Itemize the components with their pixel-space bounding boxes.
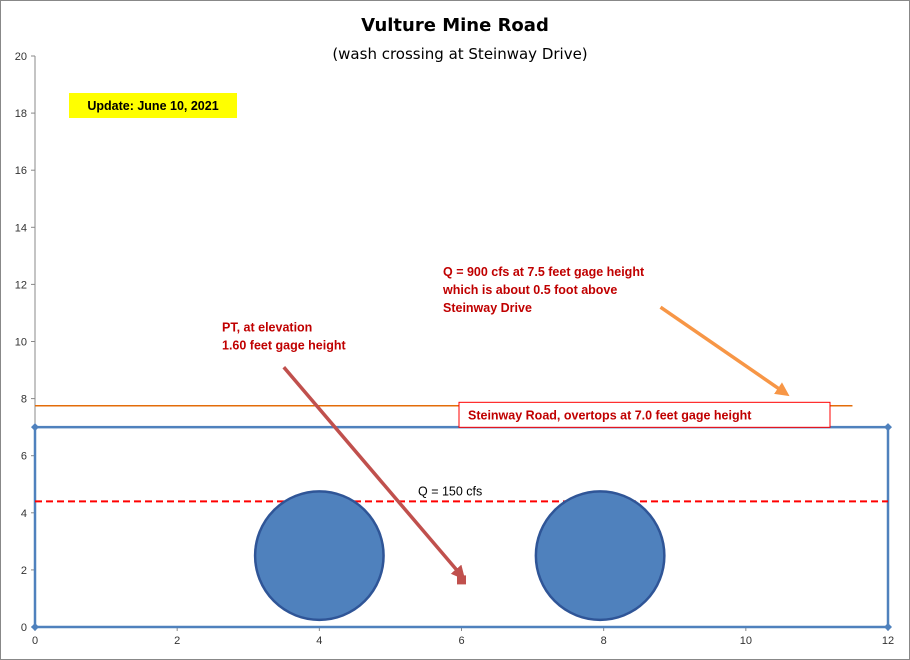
y-tick-label: 2 <box>21 565 27 577</box>
steinway-label: Steinway Road, overtops at 7.0 feet gage… <box>468 408 752 422</box>
y-tick-label: 10 <box>15 337 27 349</box>
y-tick-label: 14 <box>15 222 27 234</box>
x-tick-label: 10 <box>740 635 752 647</box>
road-corner-point <box>884 423 892 432</box>
culvert-circle <box>253 490 385 622</box>
y-tick-label: 12 <box>15 279 27 291</box>
chart-annotations: PT, at elevation 1.60 feet gage height Q =… <box>222 265 831 499</box>
steinway-box <box>458 401 831 428</box>
road-corner-point <box>31 423 39 432</box>
x-tick-label: 6 <box>458 635 464 647</box>
chart-marks <box>31 305 892 631</box>
q900-annotation-line: which is about 0.5 foot above <box>442 283 617 297</box>
x-tick-label: 0 <box>32 635 38 647</box>
q900-annotation-line: Q = 900 cfs at 7.5 feet gage height <box>443 265 645 279</box>
annotation-arrow <box>282 366 466 580</box>
y-tick-label: 8 <box>21 394 27 406</box>
road-corner-point <box>884 623 892 631</box>
pt-annotation-line: PT, at elevation <box>222 321 312 335</box>
update-label: Update: June 10, 2021 <box>87 99 218 113</box>
y-tick-label: 0 <box>21 622 27 634</box>
update-badge <box>69 93 237 118</box>
x-tick-label: 12 <box>882 635 894 647</box>
y-tick-label: 20 <box>15 51 27 63</box>
chart-subtitle: (wash crossing at Steinway Drive) <box>332 45 587 63</box>
x-tick-label: 2 <box>174 635 180 647</box>
culvert-circle <box>534 490 666 622</box>
x-tick-label: 4 <box>316 635 322 647</box>
x-ticks: 0 2 4 6 8 10 12 <box>32 627 894 647</box>
pt-annotation-line: 1.60 feet gage height <box>222 339 346 353</box>
road-corner-point <box>31 623 39 631</box>
chart-title: Vulture Mine Road <box>361 15 549 36</box>
y-tick-label: 6 <box>21 451 27 463</box>
pt-point <box>457 575 466 585</box>
annotation-arrow <box>659 305 790 397</box>
q150-label: Q = 150 cfs <box>418 485 482 499</box>
x-tick-label: 8 <box>601 635 607 647</box>
road-outline <box>33 425 890 629</box>
q900-annotation-line: Steinway Drive <box>443 301 532 315</box>
y-ticks: 0 2 4 6 8 10 12 14 16 18 20 <box>15 51 35 634</box>
y-tick-label: 18 <box>15 108 27 120</box>
y-tick-label: 4 <box>21 508 27 520</box>
y-tick-label: 16 <box>15 165 27 177</box>
